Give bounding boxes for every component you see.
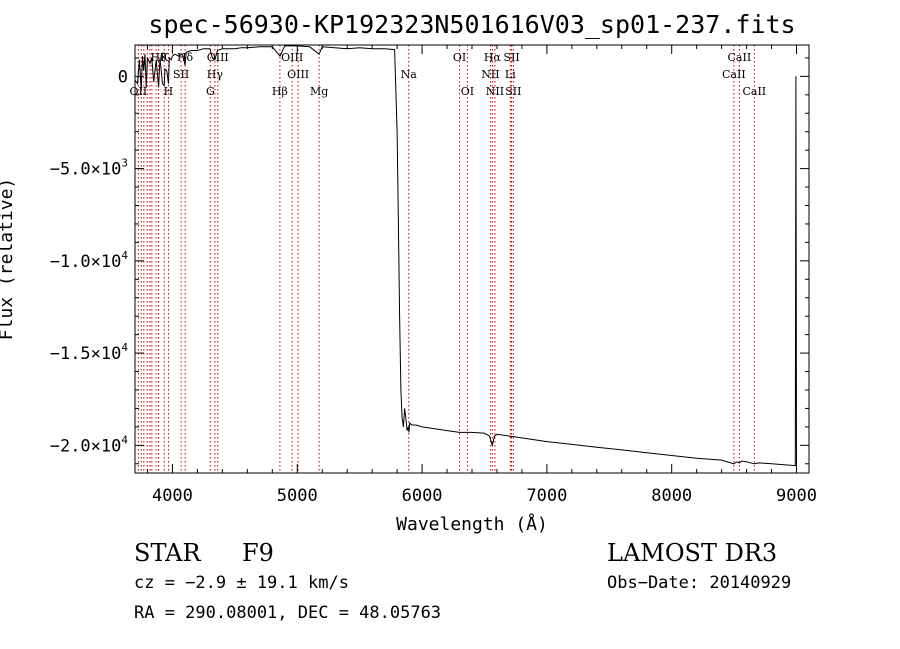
line-label: Li (505, 68, 516, 81)
y-tick-label: −2.0×104 (50, 433, 129, 456)
plot-frame (134, 44, 810, 474)
line-label: H (164, 85, 174, 98)
y-tick-label: −1.0×104 (50, 249, 129, 272)
line-label: Hδ (177, 51, 194, 64)
line-label: OIII (207, 51, 229, 64)
class-label: STAR (134, 539, 201, 567)
line-label: Na (401, 68, 418, 81)
subclass-label: F9 (242, 539, 274, 567)
line-label: OIII (281, 51, 303, 64)
line-label: Hβ (272, 85, 288, 98)
line-label: K (160, 51, 169, 64)
line-label: SII (503, 51, 519, 64)
line-label: SII (505, 85, 521, 98)
line-label: OI (453, 51, 466, 64)
y-axis-label: Flux (relative) (0, 178, 17, 341)
line-markers (137, 45, 755, 473)
line-label: NII (486, 85, 504, 98)
line-label: OIII (287, 68, 309, 81)
x-axis-label: Wavelength (Å) (396, 513, 548, 535)
y-axis: 0 −5.0×103 −1.0×104 −1.5×104 −2.0×104 (50, 57, 809, 465)
line-label: CaII (742, 85, 766, 98)
redshift-readout: cz = −2.9 ± 19.1 km/s (134, 573, 349, 593)
line-label: CaII (728, 51, 752, 64)
line-label: Mg (310, 85, 328, 98)
chart-title: spec-56930-KP192323N501616V03_sp01-237.f… (148, 10, 795, 39)
spectrum-line (134, 45, 797, 467)
line-label: OI (461, 85, 474, 98)
line-label: OII (130, 85, 148, 98)
line-label: SII (173, 68, 189, 81)
line-label: CaII (722, 68, 746, 81)
y-tick-label: −1.5×104 (50, 341, 129, 364)
obs-date: Obs−Date: 20140929 (607, 573, 792, 593)
x-axis: 4000 5000 6000 7000 8000 9000 (146, 45, 817, 506)
x-tick-label: 9000 (776, 486, 817, 506)
line-labels: OIIHθKHHδSIIGHγOIIIHβOIIIOIIIMgNaOIOINII… (130, 51, 767, 98)
y-tick-label: −5.0×103 (50, 157, 128, 180)
x-tick-label: 7000 (526, 486, 567, 506)
x-tick-label: 6000 (402, 486, 443, 506)
line-label: Hγ (207, 68, 224, 81)
line-label: NII (481, 68, 499, 81)
y-tick-label: 0 (118, 67, 128, 87)
line-label: G (206, 85, 215, 98)
coordinates: RA = 290.08001, DEC = 48.05763 (134, 603, 442, 623)
x-tick-label: 8000 (651, 486, 692, 506)
survey-label: LAMOST DR3 (607, 539, 778, 567)
line-label: Hα (484, 51, 502, 64)
x-tick-label: 4000 (152, 486, 193, 506)
x-tick-label: 5000 (277, 486, 318, 506)
line-label: Hθ (150, 51, 167, 64)
